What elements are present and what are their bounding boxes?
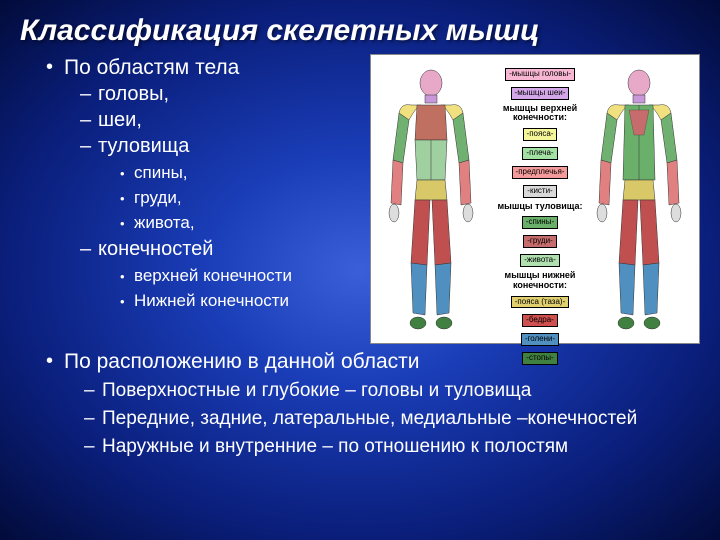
anatomy-diagram: -мышцы головы- -мышцы шеи- мышцы верхней…	[370, 54, 700, 344]
section2-heading: По расположению в данной области Поверхн…	[40, 350, 700, 458]
right-column: -мышцы головы- -мышцы шеи- мышцы верхней…	[360, 54, 700, 344]
body-back-figure	[589, 65, 689, 335]
tag-neck: -мышцы шеи-	[511, 87, 570, 100]
tag-pelvis: -пояса (таза)-	[511, 296, 570, 309]
tag-forearm: -предплечья-	[512, 166, 569, 179]
section1-heading: По областям тела головы, шеи, туловища с…	[40, 56, 360, 311]
tag-arm: -плеча-	[522, 147, 557, 160]
tag-abdomen: -живота-	[520, 254, 560, 267]
item-superficial: Поверхностные и глубокие – головы и туло…	[80, 380, 700, 402]
tag-head: -мышцы головы-	[505, 68, 575, 81]
left-column: По областям тела головы, шеи, туловища с…	[40, 54, 360, 344]
tag-chest: -груди-	[523, 235, 556, 248]
item-lower-limb: Нижней конечности	[116, 291, 360, 311]
section2: По расположению в данной области Поверхн…	[0, 344, 720, 458]
group-upper: мышцы верхней конечности:	[486, 104, 594, 124]
item-limbs-text: конечностей	[98, 238, 213, 260]
item-limbs: конечностей верхней конечности Нижней ко…	[76, 238, 360, 311]
group-trunk: мышцы туловища:	[486, 202, 594, 212]
item-upper-limb: верхней конечности	[116, 266, 360, 286]
section2-heading-text: По расположению в данной области	[64, 350, 420, 373]
item-external: Наружные и внутренние – по отношению к п…	[80, 436, 700, 458]
tag-back: -спины-	[522, 216, 558, 229]
item-chest: груди,	[116, 188, 360, 208]
item-trunk-text: туловища	[98, 135, 189, 157]
item-anterior: Передние, задние, латеральные, медиальны…	[80, 408, 700, 430]
item-neck: шеи,	[76, 109, 360, 132]
main-content: По областям тела головы, шеи, туловища с…	[0, 54, 720, 344]
diagram-labels: -мышцы головы- -мышцы шеи- мышцы верхней…	[486, 63, 594, 366]
body-front-figure	[381, 65, 481, 335]
group-lower: мышцы нижней конечности:	[486, 271, 594, 291]
tag-shin: -голени-	[521, 333, 559, 346]
item-back: спины,	[116, 163, 360, 183]
item-head: головы,	[76, 83, 360, 106]
item-abdomen: живота,	[116, 213, 360, 233]
item-trunk: туловища спины, груди, живота,	[76, 135, 360, 233]
page-title: Классификация скелетных мышц	[0, 0, 720, 54]
tag-thigh: -бедра-	[522, 314, 558, 327]
tag-belt: -пояса-	[523, 128, 558, 141]
tag-hand: -кисти-	[523, 185, 556, 198]
section1-heading-text: По областям тела	[64, 56, 239, 79]
